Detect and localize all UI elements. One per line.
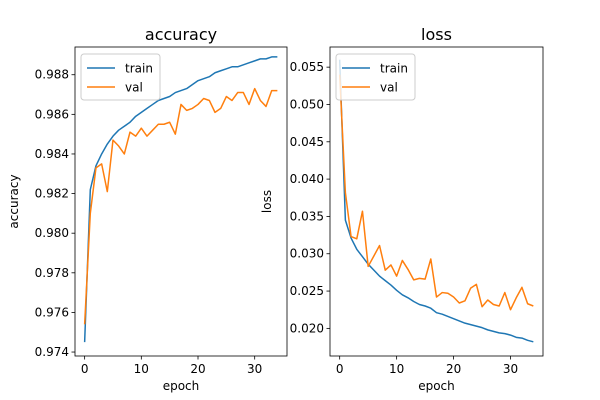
chart-loss-xtick-label: 10 (389, 362, 404, 376)
chart-accuracy-ylabel: accuracy (7, 174, 21, 228)
chart-accuracy-xlabel: epoch (163, 379, 200, 393)
chart-accuracy-ytick-label: 0.978 (35, 266, 69, 280)
chart-accuracy-xtick-label: 0 (81, 362, 89, 376)
chart-loss-series-train-line (338, 59, 534, 343)
chart-loss-ytick-label: 0.045 (290, 135, 324, 149)
chart-loss-xtick-label: 20 (446, 362, 461, 376)
chart-loss-frame (329, 46, 544, 357)
chart-loss-series-val-line (338, 74, 534, 311)
chart-loss-ytick-label: 0.055 (290, 60, 324, 74)
chart-accuracy-axes: 0 10 20 30 0.974 0.976 0.978 0.980 0.982 0.984 0.9… (7, 25, 288, 393)
chart-loss-legend-label-val: val (380, 81, 398, 95)
chart-loss-legend-label-train: train (380, 62, 408, 76)
chart-accuracy-legend: train val (80, 53, 161, 101)
chart-accuracy-ytick-label: 0.982 (35, 187, 69, 201)
chart-accuracy-ytick-label: 0.980 (35, 226, 69, 240)
chart-loss-xlabel: epoch (418, 379, 455, 393)
chart-loss-ytick-label: 0.040 (290, 172, 324, 186)
chart-accuracy-xtick-label: 20 (190, 362, 205, 376)
chart-loss-title: loss (421, 25, 452, 44)
chart-accuracy-legend-label-val: val (125, 81, 143, 95)
chart-accuracy-frame (74, 46, 288, 357)
chart-accuracy-series-val-line (83, 87, 278, 325)
chart-accuracy-ytick-label: 0.976 (35, 305, 69, 319)
chart-accuracy-ytick-label: 0.984 (35, 147, 69, 161)
chart-loss-ytick-label: 0.020 (290, 321, 324, 335)
chart-loss-ylabel: loss (260, 190, 274, 213)
chart-accuracy-legend-box (80, 53, 161, 101)
chart-loss-legend-box (335, 53, 416, 101)
chart-accuracy-ytick-label: 0.988 (35, 68, 69, 82)
chart-loss-legend: train val (335, 53, 416, 101)
chart-accuracy-xtick-label: 30 (247, 362, 262, 376)
chart-accuracy-title: accuracy (145, 25, 217, 44)
chart-loss-ytick-label: 0.050 (290, 97, 324, 111)
chart-accuracy-ytick-label: 0.986 (35, 107, 69, 121)
chart-loss-ytick-label: 0.035 (290, 209, 324, 223)
chart-accuracy-ytick-label: 0.974 (35, 345, 69, 359)
chart-loss-ytick-label: 0.025 (290, 284, 324, 298)
chart-loss-xtick-label: 0 (336, 362, 344, 376)
chart-accuracy-series-train-line (83, 56, 278, 343)
chart-accuracy-xtick-label: 10 (134, 362, 149, 376)
chart-loss-ytick-label: 0.030 (290, 247, 324, 261)
chart-loss-xtick-label: 30 (503, 362, 518, 376)
chart-accuracy-legend-label-train: train (125, 62, 153, 76)
chart-loss-axes: 0 10 20 30 0.020 0.025 0.030 0.035 0.040 0.045 0.0… (260, 25, 544, 393)
